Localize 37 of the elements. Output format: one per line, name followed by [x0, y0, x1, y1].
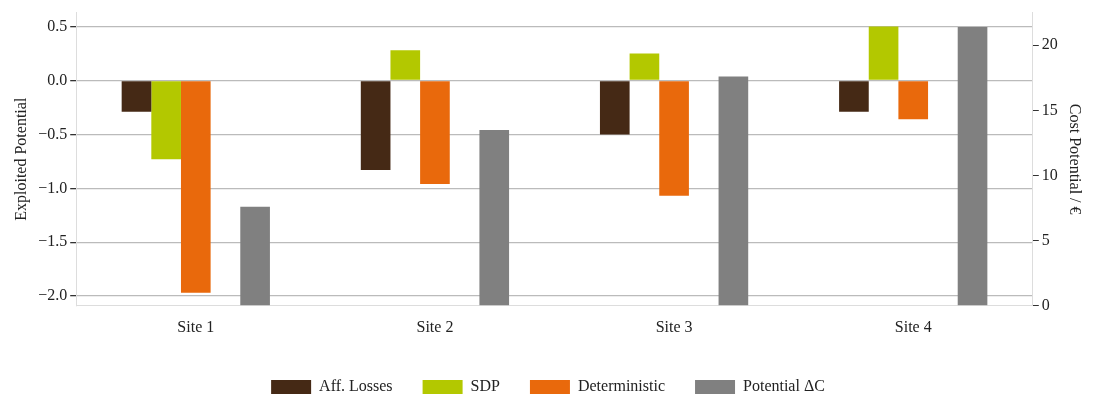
y2-tick-label: 0: [1041, 296, 1050, 313]
y2-tick-label: 10: [1041, 165, 1058, 183]
bar: [360, 81, 391, 170]
y-tick-label: −2.0: [38, 286, 68, 304]
y-tick-label: −1.0: [38, 178, 68, 196]
bar: [599, 81, 630, 135]
y-tick-label: 0.5: [47, 16, 68, 34]
x-tick-label: Site 3: [655, 317, 693, 335]
y2-tick-label: 5: [1041, 230, 1050, 248]
bar: [629, 53, 660, 80]
bar: [151, 81, 181, 160]
bar: [898, 81, 929, 120]
y-tick-label: −1.5: [38, 232, 68, 250]
bar: [420, 81, 450, 184]
bar: [240, 206, 270, 306]
legend-label: SDP: [470, 377, 501, 395]
y2-axis-title: Cost Potential / €: [1067, 103, 1085, 215]
bar: [957, 26, 988, 306]
y-axis-title: Exploited Potential: [11, 97, 30, 221]
bar: [868, 26, 899, 80]
bar: [180, 81, 211, 293]
legend-label: Deterministic: [577, 377, 666, 395]
x-tick-label: Site 1: [177, 317, 215, 335]
bar: [121, 81, 152, 112]
legend-label: Aff. Losses: [319, 377, 393, 395]
x-tick-label: Site 4: [894, 317, 932, 335]
y2-tick-label: 15: [1041, 100, 1058, 118]
bar: [659, 81, 689, 196]
y-tick-label: 0.0: [47, 70, 68, 88]
bar: [390, 50, 421, 80]
y2-tick-label: 20: [1041, 35, 1058, 53]
bar: [839, 81, 869, 112]
bar: [718, 76, 749, 306]
x-tick-label: Site 2: [416, 317, 454, 335]
bar: [479, 129, 510, 306]
y-tick-label: −0.5: [38, 124, 68, 142]
legend-label: Potential ΔC: [743, 377, 825, 395]
